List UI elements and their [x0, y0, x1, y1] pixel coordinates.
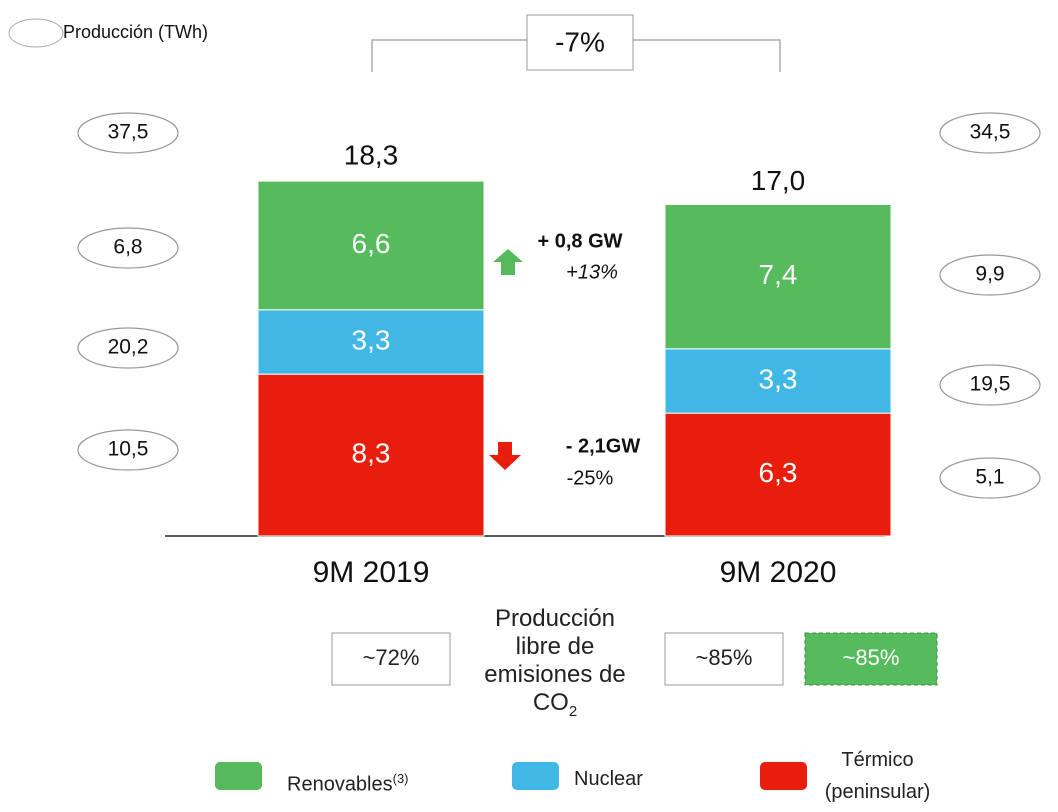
thermal-percent: -25%: [567, 467, 614, 489]
production-value: 20,2: [108, 336, 149, 359]
production-value: 37,5: [108, 121, 149, 144]
production-oval: [939, 254, 1041, 296]
legend-oval: [8, 18, 64, 48]
renewables-percent: +13%: [566, 261, 618, 283]
emission-free-subscript: 2: [568, 702, 578, 720]
emission-free-label: Producción libre de emisiones de CO2: [475, 605, 635, 726]
legend-label: Renovables(3): [287, 764, 417, 800]
emission-box: [664, 632, 784, 686]
thermal-capacity: - 2,1GW: [566, 435, 641, 457]
bar-segment: [664, 204, 892, 350]
production-oval: [939, 112, 1041, 154]
up-arrow: [493, 249, 523, 275]
legend-label: Nuclear: [574, 764, 694, 794]
bar-segment: [257, 309, 485, 375]
production-oval: [77, 327, 179, 369]
emission-box: [331, 632, 451, 686]
segment-label: 6,3: [759, 457, 798, 488]
bar-segment: [257, 373, 485, 537]
segment-label: 3,3: [759, 363, 798, 394]
down-arrow: [489, 442, 521, 470]
total-label: 17,0: [751, 165, 806, 196]
category-label: 9M 2020: [720, 556, 837, 589]
production-value: 6,8: [113, 236, 142, 259]
renewables-capacity: + 0,8 GW: [537, 230, 622, 252]
emission-box: [804, 632, 938, 686]
legend-label: Térmico (peninsular): [820, 744, 935, 808]
legend-swatch: [512, 762, 559, 790]
production-legend: Producción (TWh): [63, 22, 208, 42]
emission-free-text: Producción libre de emisiones de CO: [484, 605, 626, 716]
legend-text: Renovables: [287, 773, 393, 796]
total-change: -7%: [555, 26, 605, 57]
production-value: 10,5: [108, 438, 149, 461]
change-box: [526, 14, 634, 71]
emission-value: ~72%: [363, 645, 420, 670]
production-value: 5,1: [975, 466, 1004, 489]
production-value: 34,5: [970, 121, 1011, 144]
bar-segment: [664, 348, 892, 414]
bar-segment: [257, 180, 485, 311]
legend-swatch: [215, 762, 262, 790]
total-label: 18,3: [344, 140, 399, 171]
legend-text: Nuclear: [574, 768, 643, 790]
production-oval: [939, 364, 1041, 406]
legend-text: Térmico (peninsular): [824, 749, 931, 803]
production-value: 9,9: [975, 263, 1004, 286]
segment-label: 8,3: [352, 437, 391, 468]
production-oval: [77, 227, 179, 269]
bracket: [371, 39, 781, 72]
production-value: 19,5: [970, 373, 1011, 396]
legend-swatch: [760, 762, 807, 790]
segment-label: 7,4: [759, 259, 798, 290]
production-oval: [77, 112, 179, 154]
category-label: 9M 2019: [313, 556, 430, 589]
production-oval: [77, 429, 179, 471]
segment-label: 6,6: [352, 228, 391, 259]
segment-label: 3,3: [352, 324, 391, 355]
bar-segment: [664, 412, 892, 537]
legend-note: (3): [392, 771, 409, 786]
production-oval: [939, 457, 1041, 499]
emission-value: ~85%: [843, 645, 900, 670]
emission-value: ~85%: [696, 645, 753, 670]
